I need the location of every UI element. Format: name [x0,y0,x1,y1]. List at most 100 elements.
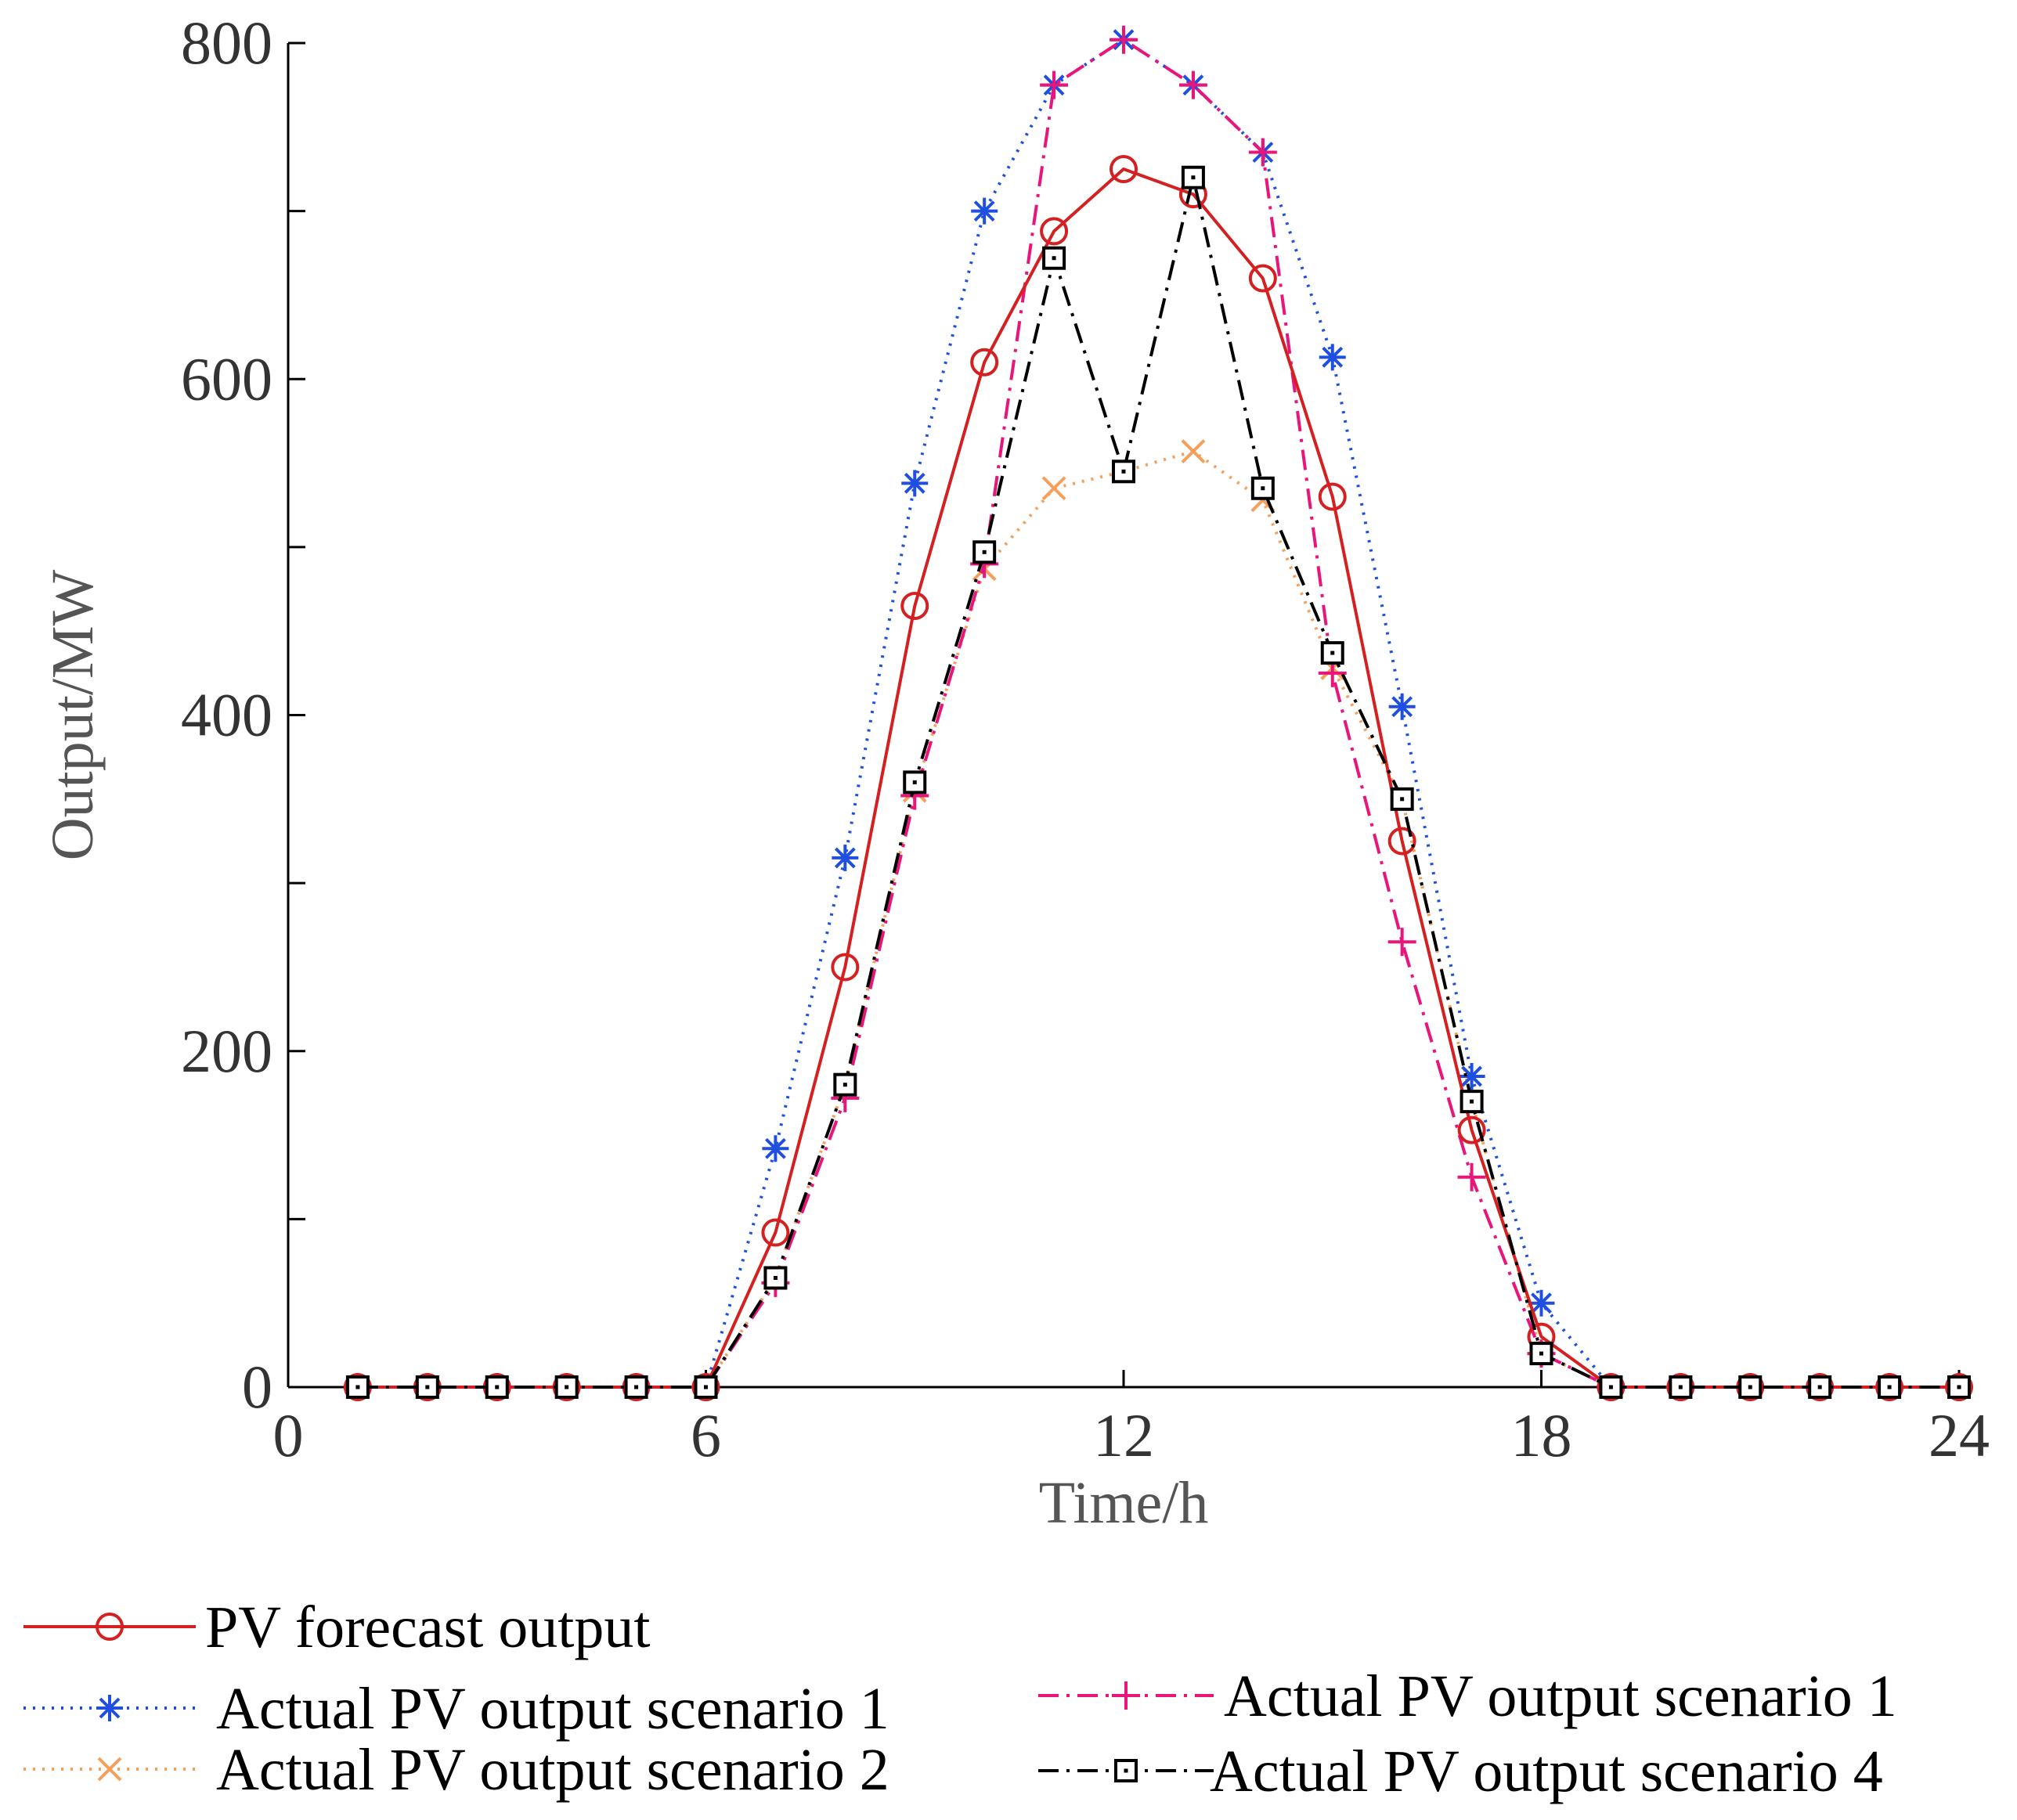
marker-square-dot [1121,469,1126,474]
x-tick-label: 24 [1929,1401,1990,1469]
series-3 [345,439,1972,1400]
legend-marker [97,1757,122,1782]
data-point [1040,217,1069,246]
marker-square [763,1266,788,1290]
marker-square-dot [1052,256,1056,261]
marker-square-dot [565,1385,569,1389]
data-point [1178,70,1207,99]
data-point [1110,25,1138,54]
marker-circle [970,348,999,377]
marker-plus [1112,1681,1140,1710]
marker-square-dot [495,1385,500,1389]
data-point [831,953,860,982]
marker-asterisk [96,1695,123,1721]
data-point [1599,1375,1623,1399]
marker-circle [831,953,860,982]
data-point [832,844,859,871]
marker-square-dot [843,1083,847,1087]
marker-square [1320,641,1344,665]
marker-square-dot [1400,797,1405,802]
marker-asterisk [1319,344,1346,371]
legend-marker [1114,1759,1138,1782]
series-line [357,38,1959,1389]
axes: 0 200 400 600 800 0 6 12 18 24 Time/h Output/MW [40,9,1990,1536]
data-point [762,1135,789,1162]
y-tick-label: 0 [242,1353,272,1421]
legend-item-3: Actual PV output scenario 2 [23,1737,889,1803]
marker-square-dot [982,550,987,554]
data-point [1945,1373,1973,1401]
series-line [357,449,1959,1389]
data-point [833,1072,857,1097]
data-point [901,470,929,497]
marker-square-dot [1748,1385,1752,1389]
marker-circle [96,1613,124,1641]
marker-square-dot [1191,175,1196,180]
x-axis-title: Time/h [1039,1470,1209,1536]
data-point [694,1375,718,1399]
marker-plus [1248,138,1277,167]
data-point [1319,344,1346,371]
marker-plus [1387,928,1416,957]
marker-plus [1178,70,1207,99]
x-tick-label: 12 [1093,1401,1154,1469]
x-tick-label: 6 [691,1401,721,1469]
data-point [1457,1115,1486,1144]
data-point [1041,476,1066,501]
legend-marker [96,1695,123,1721]
marker-circle [1387,827,1416,856]
data-point [485,1375,509,1399]
marker-square-dot [1124,1768,1128,1773]
marker-asterisk [1388,693,1416,720]
data-point [971,197,998,225]
data-point [1387,928,1416,957]
data-point [903,770,927,795]
marker-square-dot [773,1275,778,1280]
marker-square-dot [912,780,917,784]
data-point [970,348,999,377]
data-point [1878,1375,1902,1399]
legend-marker [96,1613,124,1641]
marker-asterisk [971,197,998,225]
data-point [1320,641,1344,665]
marker-asterisk [832,844,859,871]
marker-asterisk [762,1135,789,1162]
data-point [345,1375,370,1399]
marker-circle [900,591,929,620]
data-point [415,1375,439,1399]
legend-label: PV forecast output [205,1595,651,1660]
marker-square-dot [1887,1385,1892,1389]
legend-item-5: Actual PV output scenario 4 [1038,1739,1883,1804]
data-point [1040,70,1069,99]
marker-square [1112,460,1135,484]
marker-square-dot [634,1385,639,1389]
data-point [1248,138,1277,167]
data-point [1457,1162,1486,1191]
data-point [1458,1062,1485,1090]
data-point [761,1218,790,1247]
marker-circle [1110,154,1138,183]
marker-circle [761,1218,790,1247]
series-5 [345,165,1971,1399]
plot-series [343,25,1973,1401]
marker-asterisk [1458,1062,1485,1090]
data-point [1460,1090,1484,1114]
data-point [1181,439,1206,463]
marker-circle [691,1373,720,1401]
marker-square [1250,476,1275,500]
data-point [691,1373,720,1401]
series-line [357,38,1959,1389]
y-tick-label: 800 [181,9,272,77]
y-axis-title: Output/MW [40,569,106,860]
marker-square-dot [1470,1099,1474,1104]
data-point [1669,1375,1693,1399]
data-point [1318,482,1347,511]
legend-item-1: PV forecast output [23,1595,651,1660]
marker-plus [1457,1162,1486,1191]
legend-item-4: Actual PV output scenario 1 [1038,1663,1897,1729]
marker-square-dot [1678,1385,1683,1389]
legend-label: Actual PV output scenario 2 [216,1737,889,1803]
data-point [972,540,997,564]
marker-circle [1457,1115,1486,1144]
